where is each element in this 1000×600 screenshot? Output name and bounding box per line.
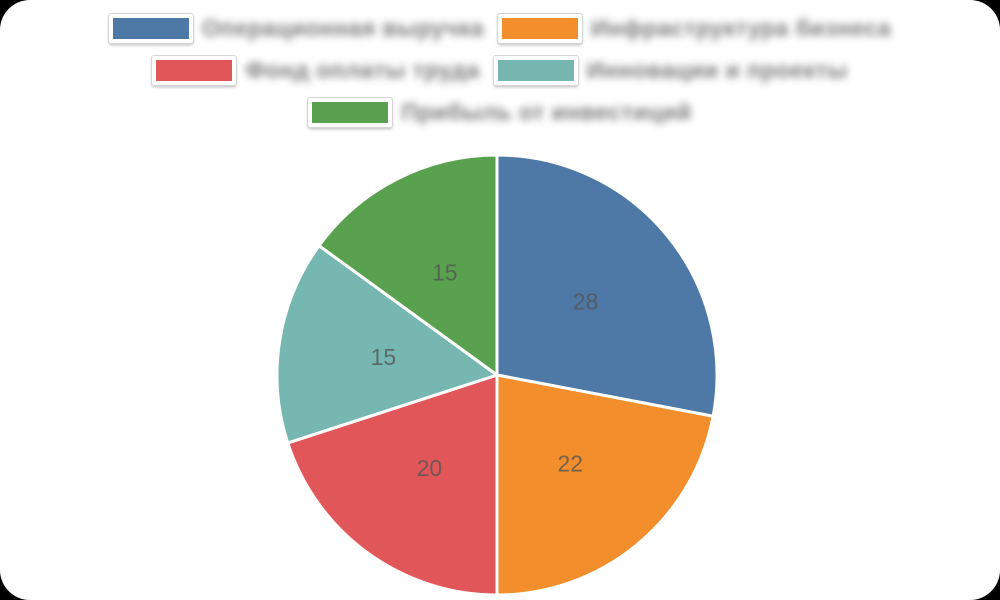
pie-slice <box>317 153 499 377</box>
legend-swatch-blue-icon <box>107 13 194 44</box>
legend-swatch-teal-icon <box>492 55 579 86</box>
pie-slice <box>495 153 719 418</box>
pie-slice <box>275 244 499 445</box>
legend: Операционная выручка Инфраструктура бизн… <box>0 13 1000 128</box>
legend-item-4: Инновации и проекты <box>492 55 848 86</box>
legend-label-5: Прибыль от инвестиций <box>401 99 692 125</box>
legend-item-5: Прибыль от инвестиций <box>307 97 692 128</box>
legend-label-1: Операционная выручка <box>201 15 485 41</box>
legend-item-2: Инфраструктура бизнеса <box>497 13 892 44</box>
legend-label-2: Инфраструктура бизнеса <box>591 15 892 41</box>
pie-slice <box>495 373 715 597</box>
slice-value-label: 22 <box>558 451 584 477</box>
legend-label-3: Фонд оплаты труда <box>245 57 480 83</box>
legend-swatch-orange-icon <box>497 13 584 44</box>
legend-item-1: Операционная выручка <box>107 13 485 44</box>
slice-value-label: 28 <box>573 289 599 315</box>
slice-value-label: 15 <box>432 260 458 286</box>
legend-row-3: Прибыль от инвестиций <box>307 97 692 128</box>
slice-value-label: 15 <box>371 344 397 370</box>
slice-value-label: 20 <box>417 455 443 481</box>
legend-row-1: Операционная выручка Инфраструктура бизн… <box>107 13 892 44</box>
legend-item-3: Фонд оплаты труда <box>151 55 480 86</box>
pie-slice <box>286 373 499 597</box>
legend-swatch-green-icon <box>307 97 394 128</box>
legend-label-4: Инновации и проекты <box>586 57 848 83</box>
legend-swatch-red-icon <box>151 55 238 86</box>
legend-row-2: Фонд оплаты труда Инновации и проекты <box>151 55 848 86</box>
